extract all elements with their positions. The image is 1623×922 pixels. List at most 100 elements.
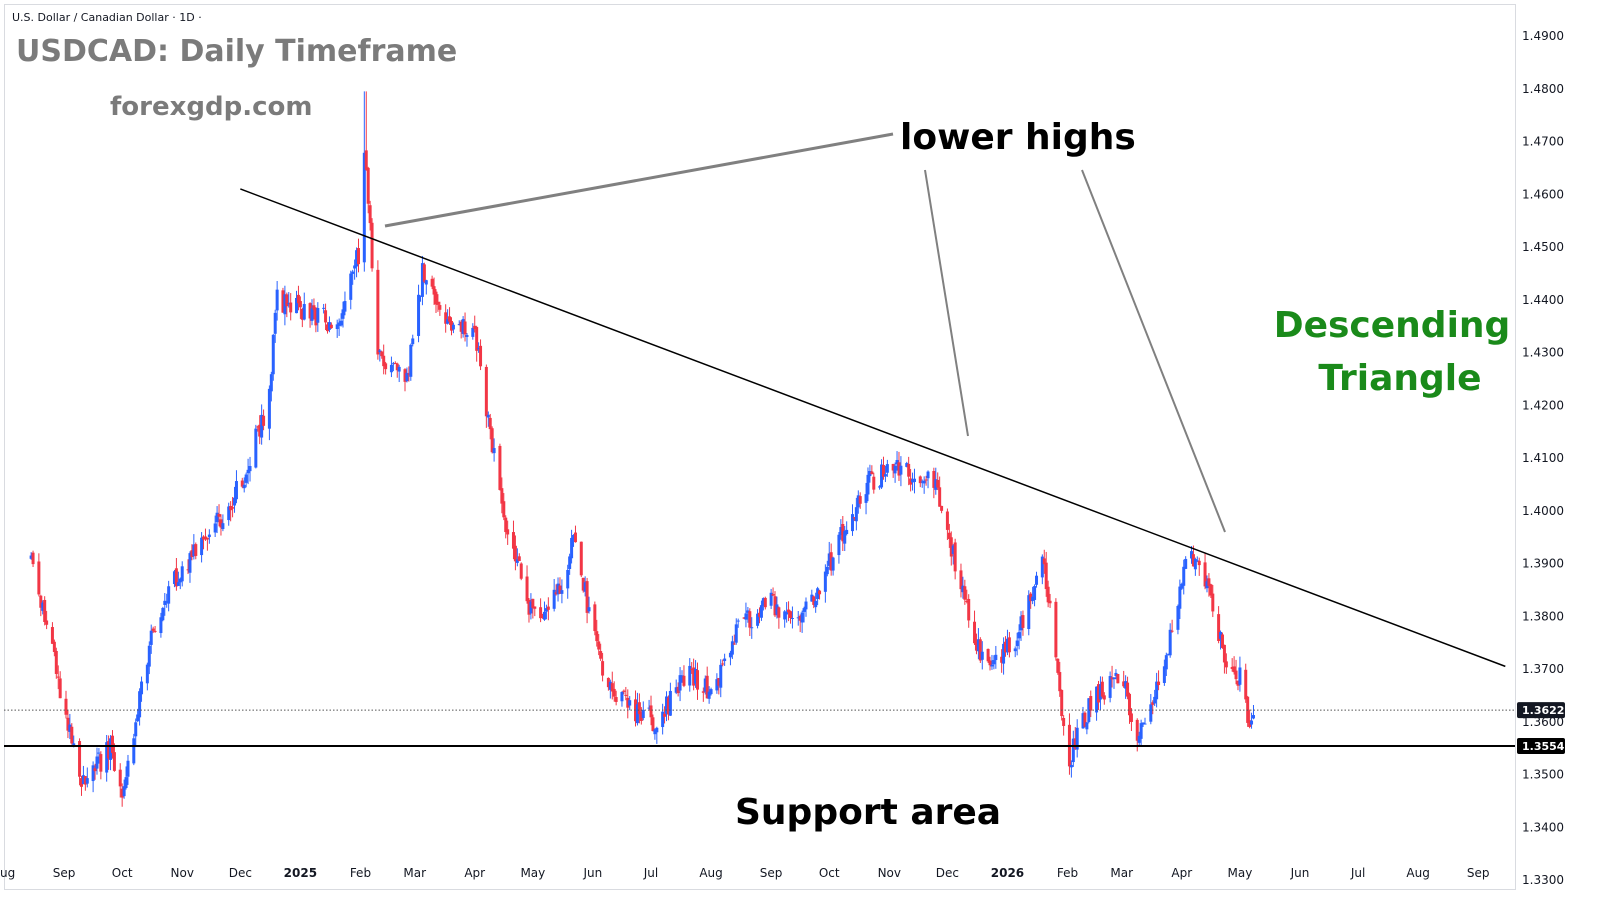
candle: [775, 596, 779, 619]
candle: [872, 472, 876, 494]
support-area-label: Support area: [735, 792, 1001, 833]
candle: [1004, 636, 1008, 657]
candle: [409, 343, 413, 381]
support-price-label: 1.3554: [1522, 740, 1565, 753]
candle: [692, 658, 696, 691]
candle: [64, 690, 68, 719]
candle: [665, 691, 669, 722]
candle: [1035, 571, 1039, 588]
symbol-header[interactable]: U.S. Dollar / Canadian Dollar · 1D ·: [12, 11, 202, 24]
candle: [1071, 730, 1075, 767]
candle: [213, 515, 217, 538]
candle: [420, 255, 424, 306]
candle: [1211, 584, 1215, 618]
candle: [109, 735, 113, 771]
candle: [1149, 694, 1153, 725]
candle: [229, 501, 233, 522]
price-axis[interactable]: 1.4900 1.4800 1.4700 1.4600 1.4500 1.4400 1.43…: [1522, 29, 1564, 887]
candle: [637, 693, 641, 724]
candle: [1222, 644, 1226, 674]
candle: [881, 456, 885, 480]
candle: [324, 303, 328, 331]
candle: [866, 467, 870, 502]
candle: [1129, 708, 1133, 732]
candle: [546, 597, 550, 621]
candle: [418, 295, 422, 302]
candle: [823, 564, 827, 603]
candle: [897, 451, 901, 481]
candle: [417, 284, 421, 343]
time-axis[interactable]: ug Sep Oct Nov Dec 2025 Feb Mar Apr May Jun Jul Aug S…: [0, 866, 1490, 880]
candle: [717, 677, 721, 695]
candle: [357, 238, 361, 273]
lower-highs-arrows: [384, 132, 1226, 533]
candle: [1236, 680, 1240, 691]
candle: [217, 504, 221, 527]
candle: [856, 490, 860, 514]
candle: [351, 269, 355, 285]
candle: [918, 475, 922, 488]
candle: [1162, 659, 1166, 686]
candle: [136, 708, 140, 722]
candle: [850, 504, 854, 536]
candle: [721, 659, 725, 667]
candle: [1238, 656, 1242, 692]
candle: [448, 307, 452, 325]
candle: [1232, 656, 1236, 675]
candle: [845, 521, 849, 536]
candle: [1244, 663, 1248, 703]
candle: [39, 594, 43, 617]
candle: [52, 639, 56, 657]
candle: [810, 589, 814, 602]
candle: [205, 537, 209, 551]
x-tick-label: May: [1228, 866, 1253, 880]
candle: [1044, 551, 1048, 597]
candle: [149, 624, 153, 654]
candle: [215, 506, 219, 534]
candle: [608, 679, 612, 699]
candle: [905, 461, 909, 468]
candle: [771, 587, 775, 597]
candle: [1230, 658, 1234, 672]
candle: [370, 218, 374, 272]
candle: [701, 687, 705, 702]
candle: [260, 404, 264, 445]
candlestick-series: [29, 91, 1255, 807]
candle: [1205, 575, 1209, 593]
x-tick-label: Dec: [936, 866, 959, 880]
y-tick-label: 1.3600: [1522, 715, 1564, 729]
candle: [112, 743, 116, 772]
candle: [1062, 715, 1066, 736]
candle: [583, 576, 587, 597]
candle: [326, 322, 330, 334]
candle: [800, 610, 804, 633]
candle: [120, 783, 124, 807]
candle: [624, 686, 628, 701]
candle: [393, 361, 397, 364]
candle: [475, 325, 479, 362]
candle: [539, 598, 543, 623]
candle: [405, 367, 409, 383]
candle: [506, 520, 510, 545]
x-tick-label: Sep: [1467, 866, 1490, 880]
candle: [758, 607, 761, 624]
candle: [122, 779, 126, 799]
candle: [759, 600, 763, 621]
x-tick-label: Sep: [760, 866, 783, 880]
candle: [1195, 556, 1199, 563]
candle: [723, 653, 727, 666]
candle: [500, 477, 504, 514]
candle: [105, 734, 109, 782]
candle: [612, 681, 616, 702]
candle: [1005, 629, 1009, 656]
candle: [783, 609, 787, 628]
candle: [1250, 712, 1254, 729]
candle: [93, 763, 97, 780]
candle: [1157, 670, 1161, 691]
candle: [730, 635, 734, 659]
candle: [389, 356, 393, 378]
candle: [341, 301, 345, 328]
candle: [147, 641, 151, 675]
pattern-label-line1: Descending: [1274, 305, 1511, 346]
